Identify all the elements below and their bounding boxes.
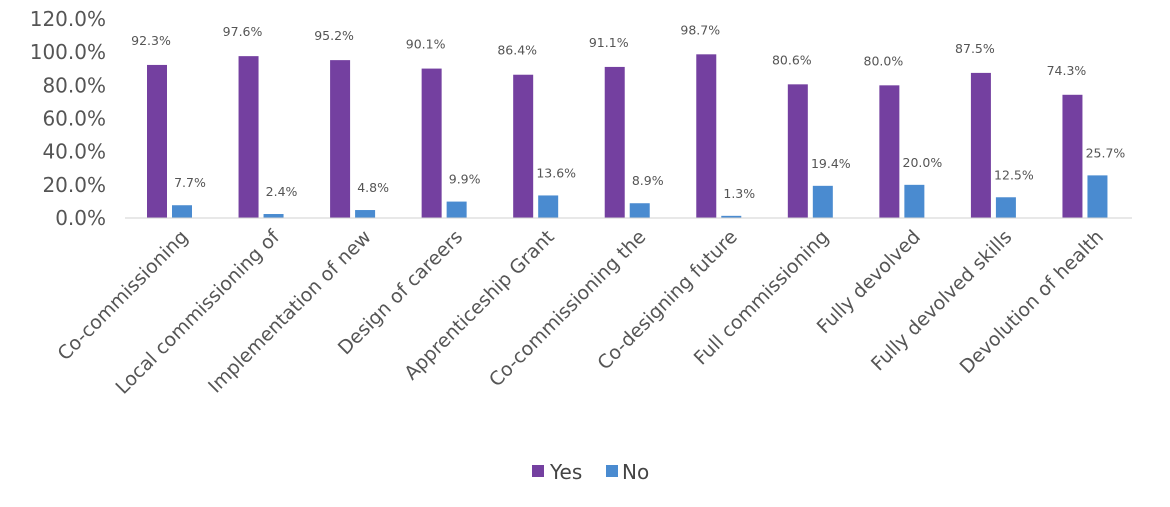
data-label-no-0: 7.7% bbox=[174, 175, 206, 190]
x-tick-label: Local commissioning of bbox=[111, 225, 285, 399]
x-tick-label: Co-commissioning the bbox=[485, 226, 650, 391]
data-label-yes-0: 92.3% bbox=[131, 33, 171, 48]
x-tick-label: Apprenticeship Grant bbox=[400, 226, 558, 384]
bar-yes-0 bbox=[147, 65, 167, 218]
bar-no-0 bbox=[172, 205, 192, 218]
data-label-yes-2: 95.2% bbox=[314, 28, 354, 43]
legend-swatch-yes bbox=[532, 465, 544, 477]
y-tick-label: 0.0% bbox=[55, 206, 106, 230]
bar-yes-8 bbox=[879, 85, 899, 218]
y-tick-label: 40.0% bbox=[42, 140, 106, 164]
data-label-yes-1: 97.6% bbox=[223, 24, 263, 39]
bar-yes-9 bbox=[971, 73, 991, 218]
bar-yes-10 bbox=[1062, 95, 1082, 218]
data-label-yes-8: 80.0% bbox=[864, 53, 904, 68]
legend-label-no: No bbox=[622, 460, 649, 484]
data-label-yes-10: 74.3% bbox=[1047, 63, 1087, 78]
data-label-no-8: 20.0% bbox=[903, 155, 943, 170]
bar-no-8 bbox=[904, 185, 924, 218]
legend: Yes No bbox=[532, 460, 649, 484]
data-label-yes-7: 80.6% bbox=[772, 52, 812, 67]
y-tick-label: 80.0% bbox=[42, 73, 106, 97]
bar-yes-4 bbox=[513, 75, 533, 218]
legend-swatch-no bbox=[606, 465, 618, 477]
bar-yes-2 bbox=[330, 60, 350, 218]
bar-no-5 bbox=[630, 203, 650, 218]
y-tick-label: 100.0% bbox=[30, 40, 106, 64]
bar-yes-1 bbox=[239, 56, 259, 218]
y-axis: 0.0% 20.0% 40.0% 60.0% 80.0% 100.0% 120.0% bbox=[30, 7, 106, 230]
data-label-yes-4: 86.4% bbox=[497, 43, 537, 58]
legend-label-yes: Yes bbox=[549, 460, 582, 484]
bar-no-4 bbox=[538, 195, 558, 218]
data-label-yes-9: 87.5% bbox=[955, 41, 995, 56]
data-label-no-2: 4.8% bbox=[357, 180, 389, 195]
bar-no-7 bbox=[813, 186, 833, 218]
bar-no-1 bbox=[264, 214, 284, 218]
data-label-yes-3: 90.1% bbox=[406, 37, 446, 52]
y-tick-label: 120.0% bbox=[30, 7, 106, 31]
bar-yes-6 bbox=[696, 54, 716, 218]
bar-yes-3 bbox=[422, 69, 442, 218]
data-label-no-9: 12.5% bbox=[994, 167, 1034, 182]
data-label-no-7: 19.4% bbox=[811, 156, 851, 171]
data-label-yes-6: 98.7% bbox=[680, 22, 720, 37]
data-label-no-10: 25.7% bbox=[1086, 145, 1126, 160]
bar-yes-5 bbox=[605, 67, 625, 218]
bar-no-10 bbox=[1087, 175, 1107, 218]
data-label-no-1: 2.4% bbox=[266, 184, 298, 199]
y-tick-label: 20.0% bbox=[42, 173, 106, 197]
y-tick-label: 60.0% bbox=[42, 107, 106, 131]
data-label-no-3: 9.9% bbox=[449, 172, 481, 187]
bar-no-9 bbox=[996, 197, 1016, 218]
bar-no-3 bbox=[447, 202, 467, 218]
data-label-no-4: 13.6% bbox=[536, 165, 576, 180]
data-label-no-6: 1.3% bbox=[723, 186, 755, 201]
bar-yes-7 bbox=[788, 84, 808, 218]
bar-no-2 bbox=[355, 210, 375, 218]
data-label-yes-5: 91.1% bbox=[589, 35, 629, 50]
x-tick-label: Implementation of new bbox=[204, 226, 376, 398]
data-label-no-5: 8.9% bbox=[632, 173, 664, 188]
